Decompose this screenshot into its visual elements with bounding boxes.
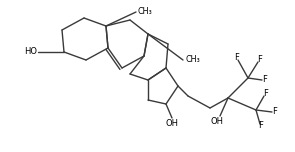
Text: HO: HO (24, 47, 37, 57)
Text: F: F (235, 54, 240, 62)
Text: CH₃: CH₃ (185, 55, 200, 64)
Text: F: F (263, 90, 268, 98)
Text: OH: OH (211, 117, 224, 126)
Text: F: F (258, 121, 263, 131)
Text: F: F (273, 107, 277, 116)
Text: CH₃: CH₃ (138, 7, 153, 16)
Text: OH: OH (165, 119, 178, 128)
Text: F: F (263, 76, 268, 85)
Text: F: F (258, 55, 263, 64)
